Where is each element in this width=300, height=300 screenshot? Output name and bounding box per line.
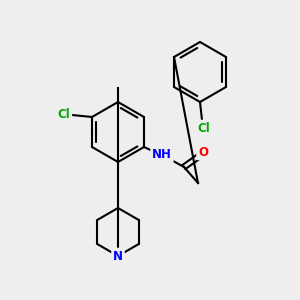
Text: N: N: [113, 250, 123, 262]
Text: NH: NH: [152, 148, 172, 161]
Text: Cl: Cl: [198, 122, 210, 134]
Text: Cl: Cl: [58, 109, 70, 122]
Text: O: O: [198, 146, 208, 158]
